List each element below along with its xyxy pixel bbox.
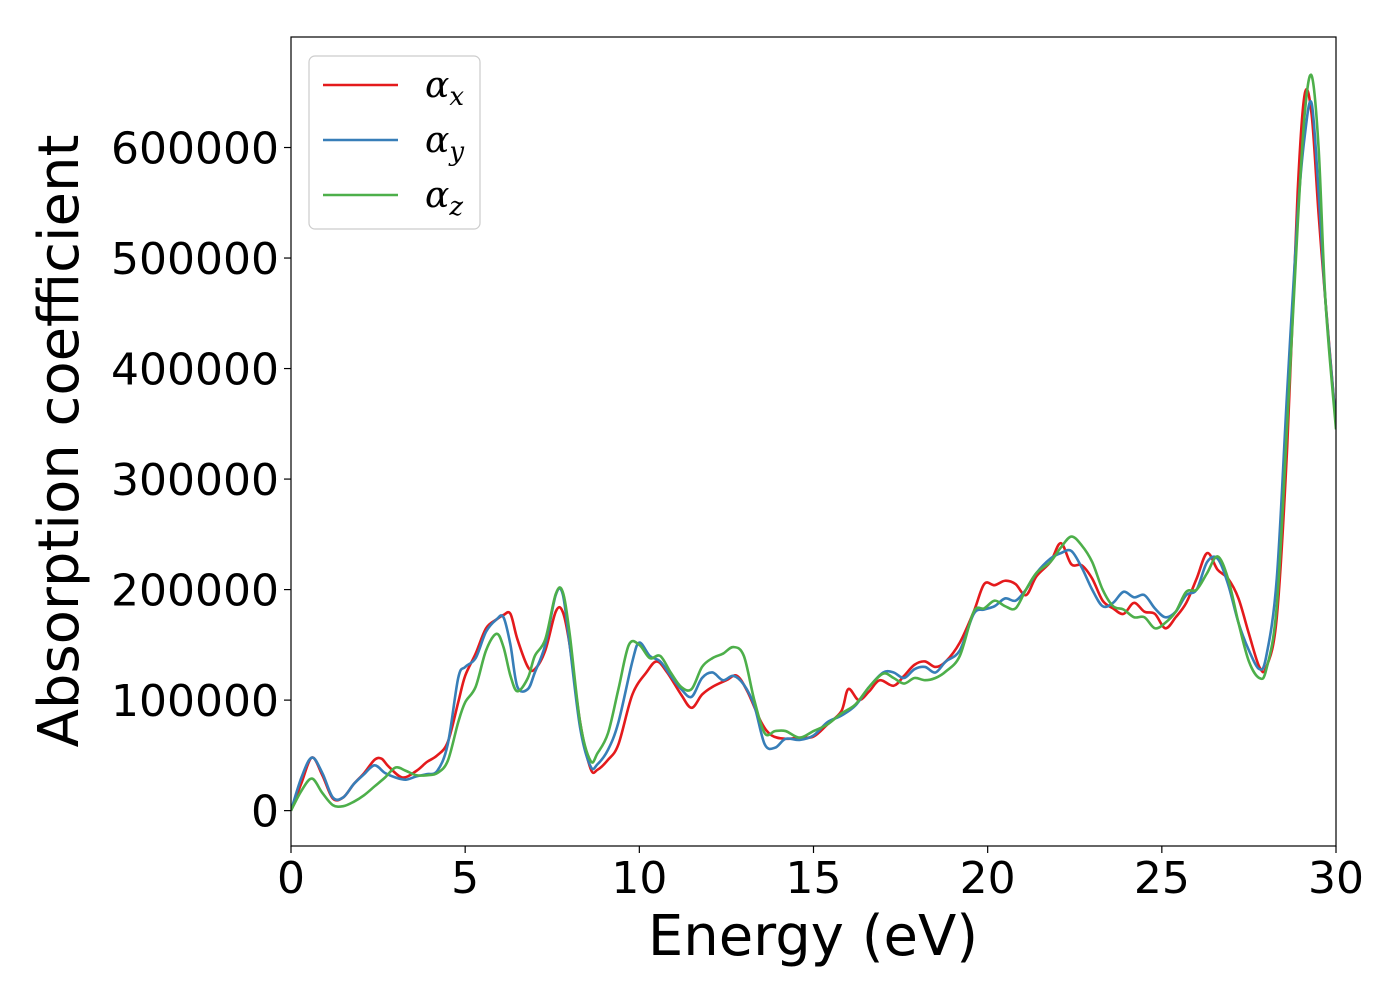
y-tick-label: 300000 xyxy=(111,455,279,506)
y-tick-label: 100000 xyxy=(111,676,279,727)
x-tick-label: 20 xyxy=(960,853,1016,904)
x-tick-label: 15 xyxy=(786,853,842,904)
x-tick-label: 30 xyxy=(1308,853,1364,904)
x-tick-label: 10 xyxy=(611,853,667,904)
y-tick-label: 0 xyxy=(251,787,279,838)
legend-box xyxy=(308,55,481,230)
y-tick-label: 200000 xyxy=(111,566,279,617)
x-tick-label: 25 xyxy=(1134,853,1190,904)
y-axis-ticks: 0 100000 200000 300000 400000 500000 600000 xyxy=(111,124,291,838)
x-tick-label: 0 xyxy=(277,853,305,904)
x-axis-ticks: 0 5 10 15 20 25 30 xyxy=(277,846,1364,904)
series-line-alpha-z xyxy=(291,73,1336,812)
x-axis-title: Energy (eV) xyxy=(648,904,978,969)
y-axis-title: Absorption coefficient xyxy=(27,135,92,748)
y-tick-label: 500000 xyxy=(111,234,279,285)
y-tick-label: 400000 xyxy=(111,345,279,396)
y-tick-label: 600000 xyxy=(111,124,279,175)
x-tick-label: 5 xyxy=(451,853,479,904)
